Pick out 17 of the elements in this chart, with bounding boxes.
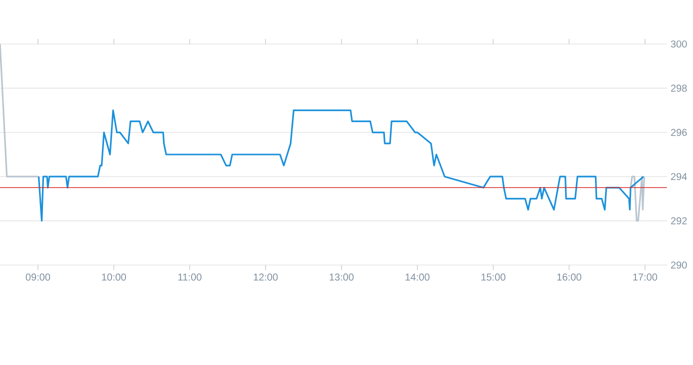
x-tick-label: 12:00 <box>254 274 278 281</box>
y-tick-label: 300 <box>670 40 687 48</box>
y-tick-label: 294 <box>671 173 687 180</box>
y-tick-label: 296 <box>671 128 687 136</box>
x-tick-label: 13:00 <box>330 274 354 281</box>
x-tick-label: 11:00 <box>178 274 202 281</box>
line-series <box>38 110 644 222</box>
y-tick-label: 298 <box>671 84 687 92</box>
x-tick-label: 10:00 <box>102 274 126 281</box>
x-tick-label: 09:00 <box>26 274 50 281</box>
y-tick-label: 290 <box>671 261 687 269</box>
x-tick-label: 17:00 <box>633 274 658 281</box>
x-tick-label: 16:00 <box>557 274 582 281</box>
y-tick-label: 292 <box>671 217 687 224</box>
line-series <box>630 176 646 222</box>
x-tick-label: 14:00 <box>406 274 430 281</box>
x-tick-label: 15:00 <box>481 274 506 281</box>
